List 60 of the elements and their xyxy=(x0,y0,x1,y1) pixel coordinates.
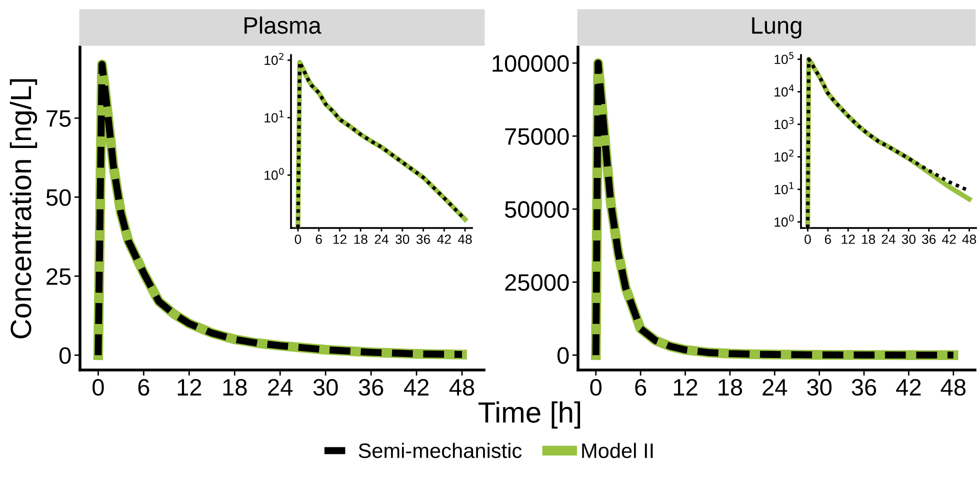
y-tick-label: 10$^{1}$ xyxy=(264,110,284,122)
x-tick-label: 0 xyxy=(294,234,302,244)
x-tick-label: 30 xyxy=(396,234,410,244)
x-tick-label: 42 xyxy=(896,378,921,396)
legend-label: Model II xyxy=(582,442,653,458)
chart-title: Lung xyxy=(752,17,802,39)
x-tick-label: 12 xyxy=(842,234,855,244)
x-axis-title: Time [h] xyxy=(478,401,580,429)
y-tick-label: 0 xyxy=(557,347,569,364)
x-tick-label: 0 xyxy=(590,378,602,396)
x-tick-label: 30 xyxy=(902,234,916,244)
y-tick-label: 10$^{3}$ xyxy=(774,117,794,130)
y-tick-label: 10$^{2}$ xyxy=(264,52,284,65)
x-tick-label: 48 xyxy=(962,234,976,244)
x-tick-label: 42 xyxy=(942,234,956,244)
x-tick-label: 30 xyxy=(807,378,832,396)
x-tick-label: 6 xyxy=(316,234,322,244)
chart-title: Plasma xyxy=(244,16,322,34)
x-tick-label: 12 xyxy=(674,378,698,396)
y-tick-label: 10$^{1}$ xyxy=(774,182,794,194)
x-tick-label: 18 xyxy=(223,378,247,396)
x-tick-label: 48 xyxy=(940,378,966,396)
y-tick-label: 75000 xyxy=(505,128,569,145)
x-tick-label: 18 xyxy=(862,234,876,244)
x-tick-label: 36 xyxy=(416,234,430,244)
x-tick-label: 6 xyxy=(635,378,646,396)
x-tick-label: 6 xyxy=(138,378,150,396)
y-tick-label: 50 xyxy=(46,189,71,206)
y-tick-label: 10$^{4}$ xyxy=(774,84,794,97)
y-tick-label: 25 xyxy=(46,268,71,285)
x-tick-label: 42 xyxy=(437,234,451,244)
x-tick-label: 6 xyxy=(824,234,832,244)
y-tick-label: 0 xyxy=(59,347,71,364)
x-tick-label: 18 xyxy=(354,234,368,244)
y-tick-label: 10$^{2}$ xyxy=(774,150,794,162)
y-tick-label: 100000 xyxy=(492,55,569,72)
x-tick-label: 12 xyxy=(178,378,202,396)
x-tick-label: 24 xyxy=(374,234,388,244)
x-tick-label: 24 xyxy=(268,378,293,396)
x-tick-label: 48 xyxy=(458,234,472,244)
x-tick-label: 0 xyxy=(804,234,811,244)
y-axis-title: Concentration [ng/L] xyxy=(10,79,38,338)
y-tick-label: 75 xyxy=(46,110,71,127)
x-tick-label: 12 xyxy=(333,234,346,244)
x-tick-label: 0 xyxy=(92,378,104,396)
x-tick-label: 24 xyxy=(762,378,788,396)
x-tick-label: 18 xyxy=(718,378,742,396)
legend-label: Semi-mechanistic xyxy=(358,442,522,458)
x-tick-label: 48 xyxy=(449,378,474,396)
x-tick-label: 24 xyxy=(882,234,896,244)
x-tick-label: 36 xyxy=(922,234,936,244)
x-tick-label: 36 xyxy=(358,378,384,396)
y-tick-label: 50000 xyxy=(504,201,569,218)
y-tick-label: 10$^{5}$ xyxy=(774,52,794,64)
y-tick-label: 10$^{0}$ xyxy=(264,168,284,180)
x-tick-label: 30 xyxy=(313,378,338,396)
x-tick-label: 42 xyxy=(404,378,428,396)
x-tick-label: 36 xyxy=(852,378,876,396)
y-tick-label: 10$^{0}$ xyxy=(774,214,794,227)
y-tick-label: 25000 xyxy=(505,274,569,291)
